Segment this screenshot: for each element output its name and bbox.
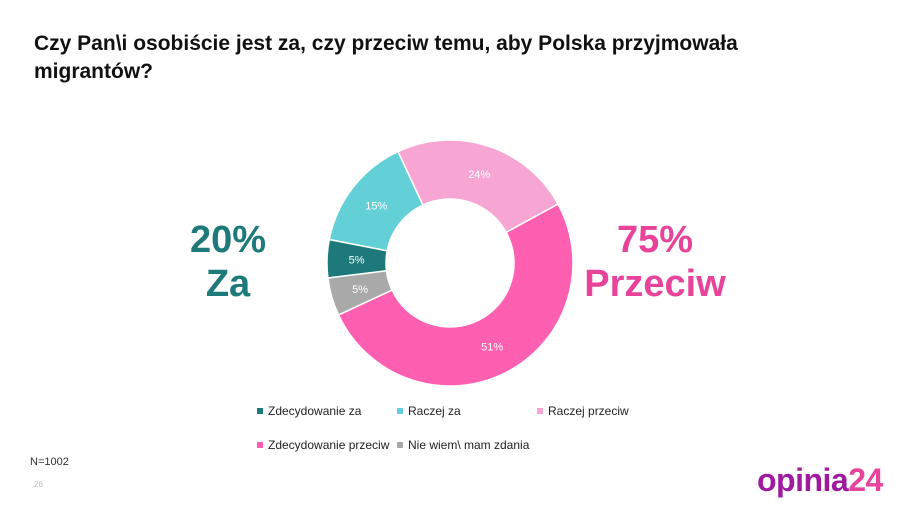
summary-for-label: Za <box>205 263 251 305</box>
summary-against: 75% Przeciw <box>575 218 735 306</box>
donut-slice-nie-wiem-mam-zdania <box>327 269 393 316</box>
legend-swatch <box>537 408 543 414</box>
donut-slice-raczej-przeciw <box>397 139 560 234</box>
legend-swatch <box>257 442 263 448</box>
brand-logo: opinia24 <box>757 462 883 499</box>
summary-against-label: Przeciw <box>584 263 726 305</box>
donut-slice-zdecydowanie-przeciw <box>337 203 574 387</box>
logo-accent: 24 <box>848 462 883 498</box>
donut-data-label: 5% <box>349 255 365 267</box>
legend-label: Zdecydowanie przeciw <box>268 438 390 452</box>
legend-swatch <box>397 442 403 448</box>
sample-size: N=1002 <box>30 456 69 468</box>
summary-against-value: 75% <box>616 219 694 261</box>
logo-main: opinia <box>757 462 849 498</box>
legend-item-nie-wiem: Nie wiem\ mam zdania <box>397 438 529 452</box>
legend-label: Raczej przeciw <box>548 404 629 418</box>
legend-label: Nie wiem\ mam zdania <box>408 438 530 452</box>
donut-data-label: 51% <box>481 341 503 353</box>
legend-item-raczej-za: Raczej za <box>397 404 461 418</box>
legend-item-raczej-przeciw: Raczej przeciw <box>537 404 629 418</box>
legend-swatch <box>257 408 263 414</box>
page-number: 26 <box>34 480 43 489</box>
summary-for: 20% Za <box>168 218 288 306</box>
donut-data-label: 5% <box>352 284 368 296</box>
chart-title: Czy Pan\i osobiście jest za, czy przeciw… <box>34 32 738 83</box>
summary-for-value: 20% <box>189 219 267 261</box>
legend-label: Raczej za <box>408 404 461 418</box>
legend-item-zdecydowanie-przeciw: Zdecydowanie przeciw <box>257 438 389 452</box>
donut-data-label: 15% <box>365 200 387 212</box>
legend-label: Zdecydowanie za <box>268 404 362 418</box>
legend-swatch <box>397 408 403 414</box>
donut-chart: 5% 15% 24% 51% 5% <box>326 139 574 387</box>
legend-item-zdecydowanie-za: Zdecydowanie za <box>257 404 361 418</box>
donut-data-label: 24% <box>468 169 490 181</box>
